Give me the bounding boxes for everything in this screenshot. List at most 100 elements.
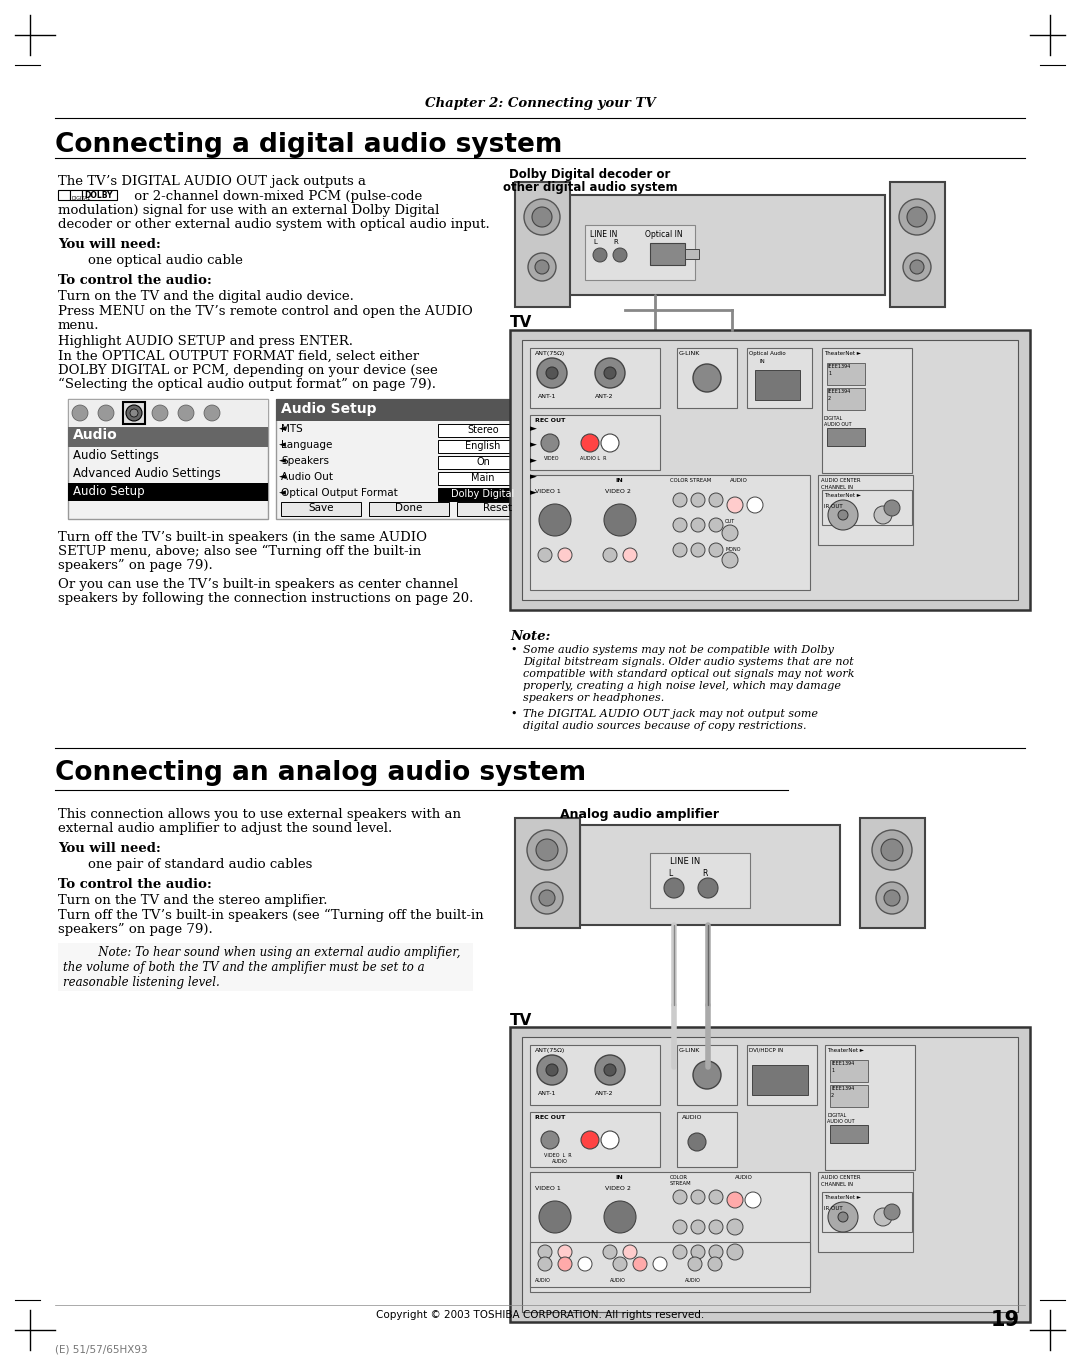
Bar xyxy=(522,340,1018,600)
Bar xyxy=(677,1112,737,1168)
Circle shape xyxy=(581,1131,599,1148)
Circle shape xyxy=(546,367,558,379)
Circle shape xyxy=(98,405,114,421)
Text: G-LINK: G-LINK xyxy=(679,1048,700,1053)
Circle shape xyxy=(604,1064,616,1076)
Circle shape xyxy=(537,357,567,387)
Text: DOLBY: DOLBY xyxy=(84,191,112,201)
Text: Note:: Note: xyxy=(510,630,551,642)
Bar xyxy=(457,502,537,516)
Text: VIDEO: VIDEO xyxy=(544,456,559,461)
Circle shape xyxy=(673,1189,687,1204)
Text: This connection allows you to use external speakers with an: This connection allows you to use extern… xyxy=(58,807,461,821)
Text: 2: 2 xyxy=(831,1093,834,1098)
Circle shape xyxy=(541,1131,559,1148)
Bar xyxy=(58,190,70,201)
Circle shape xyxy=(604,367,616,379)
Circle shape xyxy=(907,207,927,226)
Text: You will need:: You will need: xyxy=(58,237,161,251)
Circle shape xyxy=(881,839,903,861)
Circle shape xyxy=(838,1213,848,1222)
Circle shape xyxy=(532,207,552,226)
Bar xyxy=(752,1065,808,1095)
Bar xyxy=(822,1192,912,1232)
Text: ◄: ◄ xyxy=(279,488,286,496)
Circle shape xyxy=(691,1245,705,1259)
Text: IN: IN xyxy=(615,1174,623,1180)
Text: CHANNEL IN: CHANNEL IN xyxy=(821,1183,853,1187)
Text: Advanced Audio Settings: Advanced Audio Settings xyxy=(73,466,220,480)
Bar xyxy=(68,483,268,501)
Bar xyxy=(530,348,660,408)
Text: one optical audio cable: one optical audio cable xyxy=(87,254,243,267)
Text: 19: 19 xyxy=(990,1309,1020,1330)
Text: digital audio sources because of copy restrictions.: digital audio sources because of copy re… xyxy=(523,722,807,731)
Circle shape xyxy=(600,1131,619,1148)
Bar xyxy=(510,330,1030,610)
Circle shape xyxy=(885,501,900,516)
Circle shape xyxy=(688,1133,706,1151)
Text: DIGITAL: DIGITAL xyxy=(824,416,843,421)
Circle shape xyxy=(745,1192,761,1209)
Bar xyxy=(369,502,449,516)
Circle shape xyxy=(539,505,571,536)
Text: DIGITAL: DIGITAL xyxy=(72,196,91,201)
Text: In the OPTICAL OUTPUT FORMAT field, select either: In the OPTICAL OUTPUT FORMAT field, sele… xyxy=(58,351,419,363)
Bar xyxy=(438,424,528,436)
Text: Reset: Reset xyxy=(483,503,512,513)
Text: To control the audio:: To control the audio: xyxy=(58,274,212,286)
Text: TV: TV xyxy=(510,315,532,330)
Text: ◄: ◄ xyxy=(279,456,286,465)
Text: Audio Out: Audio Out xyxy=(281,472,333,481)
Text: DVI/HDCP IN: DVI/HDCP IN xyxy=(750,1048,783,1053)
Circle shape xyxy=(910,261,924,274)
Circle shape xyxy=(546,1064,558,1076)
Text: Dolby Digital decoder or: Dolby Digital decoder or xyxy=(510,168,671,181)
Text: ►: ► xyxy=(530,424,537,432)
Circle shape xyxy=(623,548,637,562)
Text: TheaterNet ►: TheaterNet ► xyxy=(824,1195,861,1200)
Text: You will need:: You will need: xyxy=(58,842,161,855)
Text: To control the audio:: To control the audio: xyxy=(58,878,212,891)
Text: IR OUT: IR OUT xyxy=(824,505,842,509)
Circle shape xyxy=(899,199,935,235)
Circle shape xyxy=(527,831,567,870)
Circle shape xyxy=(691,1219,705,1234)
Circle shape xyxy=(723,525,738,542)
Text: Optical Output Format: Optical Output Format xyxy=(281,488,397,498)
Circle shape xyxy=(578,1258,592,1271)
Text: ANT(75Ω): ANT(75Ω) xyxy=(535,351,565,356)
Circle shape xyxy=(691,543,705,557)
Bar xyxy=(650,243,685,265)
Text: •: • xyxy=(510,709,516,719)
Text: Audio Setup: Audio Setup xyxy=(73,486,145,498)
Circle shape xyxy=(558,1258,572,1271)
Circle shape xyxy=(613,1258,627,1271)
Circle shape xyxy=(727,496,743,513)
Bar xyxy=(831,1060,868,1082)
Circle shape xyxy=(723,552,738,567)
Text: ►: ► xyxy=(530,472,537,481)
Bar xyxy=(860,818,924,928)
Circle shape xyxy=(664,878,684,898)
Bar xyxy=(825,1045,915,1170)
Text: Analog audio amplifier: Analog audio amplifier xyxy=(561,807,719,821)
Text: other digital audio system: other digital audio system xyxy=(502,181,677,194)
Circle shape xyxy=(538,1245,552,1259)
Circle shape xyxy=(727,1244,743,1260)
Bar xyxy=(438,488,528,501)
Circle shape xyxy=(708,492,723,507)
Text: AUDIO: AUDIO xyxy=(730,477,747,483)
Text: AUDIO: AUDIO xyxy=(685,1278,701,1284)
Circle shape xyxy=(708,1245,723,1259)
Circle shape xyxy=(688,1258,702,1271)
Bar xyxy=(822,490,912,525)
Circle shape xyxy=(600,434,619,451)
Text: Turn off the TV’s built-in speakers (see “Turning off the built-in: Turn off the TV’s built-in speakers (see… xyxy=(58,908,484,922)
Text: ►: ► xyxy=(530,456,537,465)
Circle shape xyxy=(604,505,636,536)
Bar xyxy=(827,428,865,446)
Circle shape xyxy=(747,496,762,513)
Bar xyxy=(515,818,580,928)
Circle shape xyxy=(623,1245,637,1259)
